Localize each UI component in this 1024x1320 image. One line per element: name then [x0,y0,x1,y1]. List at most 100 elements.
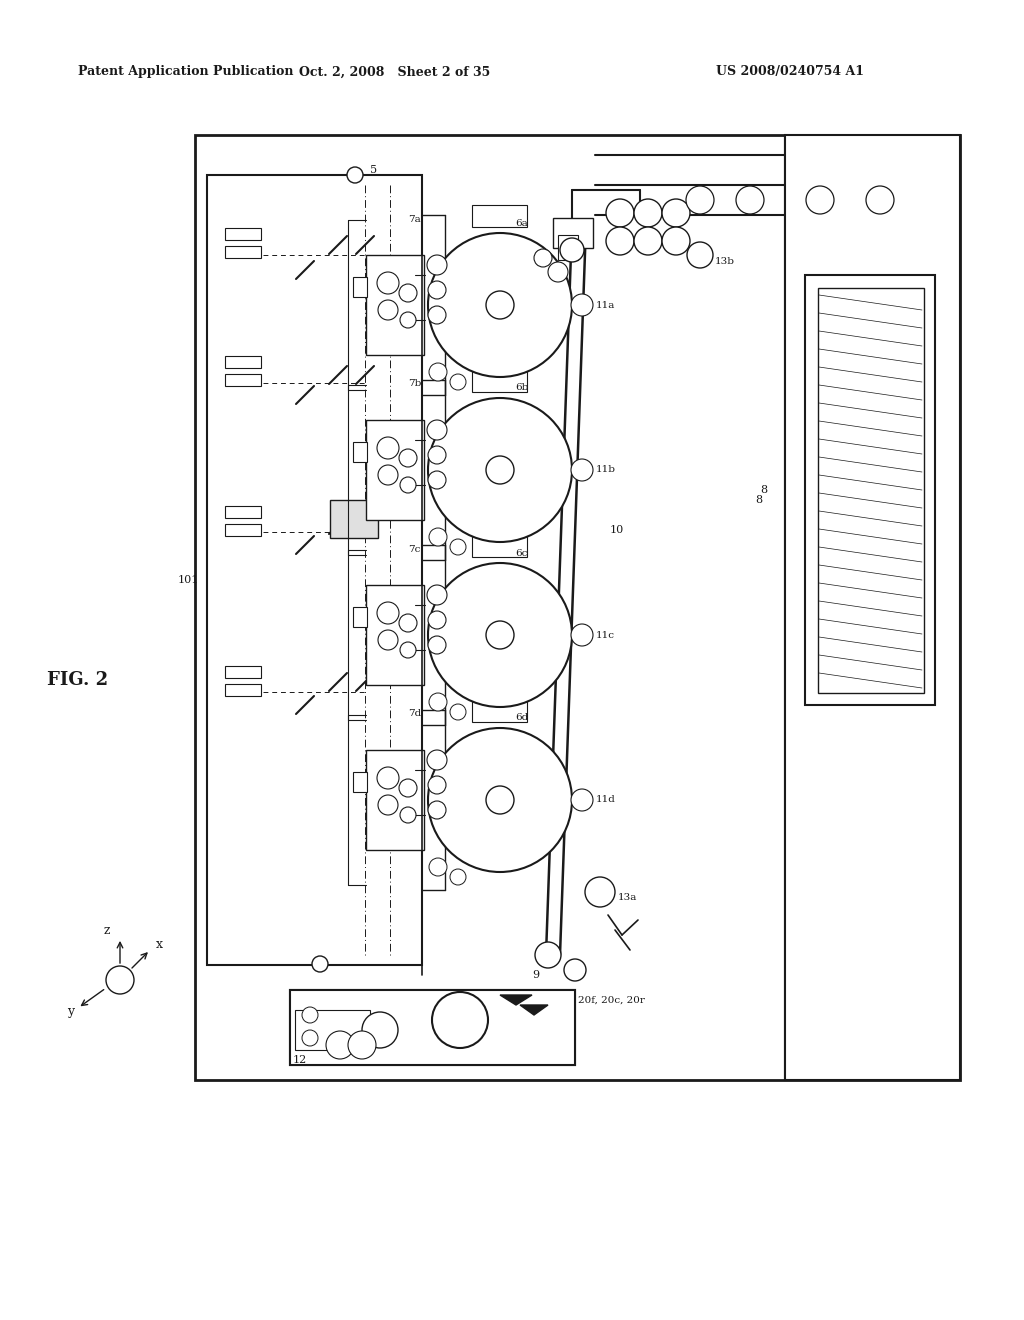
Circle shape [362,1012,398,1048]
Text: 12: 12 [293,1055,307,1065]
Polygon shape [520,1005,548,1015]
Bar [472,370,527,392]
Bar [225,684,261,696]
Text: 10: 10 [610,525,625,535]
Circle shape [377,437,399,459]
Circle shape [399,449,417,467]
Circle shape [377,272,399,294]
Text: 11d: 11d [596,796,615,804]
Circle shape [428,564,572,708]
Circle shape [378,465,398,484]
Bar [330,500,378,539]
Circle shape [428,611,446,630]
Circle shape [571,624,593,645]
Bar [353,772,367,792]
Circle shape [534,249,552,267]
Bar [472,700,527,722]
Circle shape [535,942,561,968]
Circle shape [429,528,447,546]
Bar [472,205,527,227]
Circle shape [399,614,417,632]
Bar [290,990,575,1065]
Circle shape [560,238,584,261]
Circle shape [400,312,416,327]
Circle shape [427,420,447,440]
Circle shape [736,186,764,214]
Circle shape [686,186,714,214]
Circle shape [662,199,690,227]
Circle shape [548,261,568,282]
Bar [290,990,575,1065]
Bar [207,176,422,965]
Circle shape [429,858,447,876]
Circle shape [400,642,416,657]
Text: 6d: 6d [515,714,528,722]
Circle shape [866,186,894,214]
Text: 6b: 6b [515,384,528,392]
Circle shape [585,876,615,907]
Bar [225,506,261,517]
Bar [553,218,593,248]
Text: y: y [67,1006,74,1019]
Circle shape [571,459,593,480]
Bar [805,275,935,705]
Text: 6c: 6c [515,549,527,557]
Circle shape [428,729,572,873]
Circle shape [571,294,593,315]
Circle shape [634,227,662,255]
Circle shape [687,242,713,268]
Bar [472,535,527,557]
Circle shape [427,750,447,770]
Bar [785,135,961,1080]
Circle shape [428,801,446,818]
Circle shape [400,477,416,492]
Circle shape [106,966,134,994]
Bar [366,255,424,355]
Circle shape [428,399,572,543]
Circle shape [428,306,446,323]
Circle shape [450,539,466,554]
Text: 11c: 11c [596,631,615,639]
Bar [353,442,367,462]
Circle shape [377,602,399,624]
Bar [225,667,261,678]
Circle shape [806,186,834,214]
Circle shape [571,789,593,810]
Text: 9: 9 [532,970,539,979]
Circle shape [326,1031,354,1059]
Circle shape [377,767,399,789]
Bar [225,246,261,257]
Text: 20f, 20c, 20r: 20f, 20c, 20r [578,995,645,1005]
Text: Patent Application Publication: Patent Application Publication [78,66,294,78]
Bar [366,585,424,685]
Bar [225,374,261,385]
Circle shape [432,993,488,1048]
Text: 11a: 11a [596,301,615,309]
Circle shape [378,300,398,319]
Text: 13b: 13b [715,257,735,267]
Text: 13a: 13a [618,894,637,903]
Bar [225,356,261,368]
Circle shape [428,446,446,465]
Bar [366,420,424,520]
Circle shape [347,168,362,183]
Bar [195,135,961,1080]
Text: 101: 101 [177,576,199,585]
Circle shape [450,704,466,719]
Text: 8: 8 [760,484,767,495]
Bar [353,607,367,627]
Circle shape [634,199,662,227]
Circle shape [399,284,417,302]
Circle shape [312,956,328,972]
Circle shape [662,227,690,255]
Text: 8: 8 [755,495,762,506]
Text: FIG. 2: FIG. 2 [47,671,109,689]
Circle shape [427,255,447,275]
Circle shape [399,779,417,797]
Circle shape [450,869,466,884]
Text: US 2008/0240754 A1: US 2008/0240754 A1 [716,66,864,78]
Circle shape [429,363,447,381]
Circle shape [486,455,514,484]
Text: x: x [156,937,163,950]
Circle shape [378,795,398,814]
